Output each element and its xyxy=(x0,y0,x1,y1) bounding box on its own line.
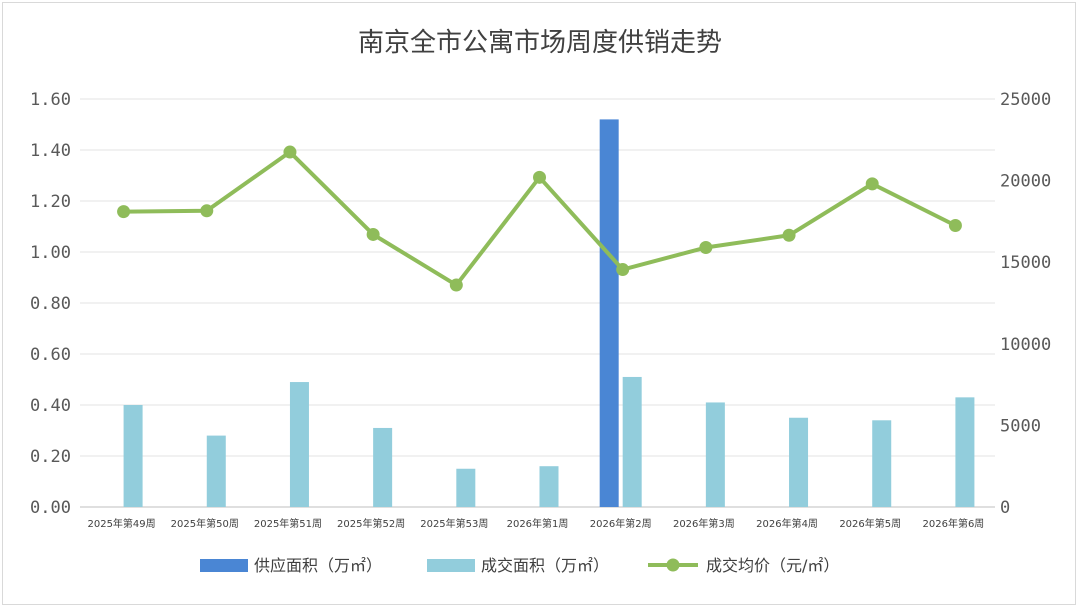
legend-label: 供应面积（万㎡） xyxy=(254,556,382,575)
y-left-tick-label: 0.40 xyxy=(30,396,71,416)
y-right-tick-label: 0 xyxy=(1000,498,1010,518)
x-tick-label: 2025年第52周 xyxy=(337,517,405,530)
y-left-tick-label: 0.80 xyxy=(30,294,71,314)
axes: 0.00 0.20 0.40 0.60 0.80 1.00 1.20 1.40 1.60 0 500… xyxy=(30,90,1051,530)
avg-price-point xyxy=(533,170,546,184)
deal-area-bar xyxy=(622,376,642,507)
x-tick-label: 2025年第50周 xyxy=(171,517,239,530)
y-right-tick-label: 20000 xyxy=(1000,172,1051,192)
legend-label: 成交面积（万㎡） xyxy=(481,556,609,575)
deal-area-bar xyxy=(206,435,226,507)
x-tick-label: 2025年第49周 xyxy=(87,517,155,530)
x-tick-label: 2025年第51周 xyxy=(254,517,322,530)
legend: 供应面积（万㎡） 成交面积（万㎡） 成交均价（元/㎡） xyxy=(200,556,839,575)
y-left-tick-label: 0.00 xyxy=(30,498,71,518)
deal-area-bar xyxy=(789,417,809,507)
x-tick-label: 2026年第5周 xyxy=(839,517,901,530)
avg-price-point xyxy=(117,205,131,219)
y-left-tick-label: 1.40 xyxy=(30,141,71,161)
avg-price-point xyxy=(865,177,879,191)
avg-price-point xyxy=(283,145,297,159)
supply-area-bar xyxy=(599,119,619,508)
avg-price-point xyxy=(200,204,214,218)
gridlines xyxy=(80,98,995,508)
y-left-tick-label: 1.60 xyxy=(30,90,71,110)
avg-price-point xyxy=(449,278,463,292)
chart-title: 南京全市公寓市场周度供销走势 xyxy=(357,28,722,58)
x-tick-label: 2025年第53周 xyxy=(420,517,488,530)
y-right-tick-label: 15000 xyxy=(1000,253,1051,273)
deal-area-bar xyxy=(539,466,559,507)
legend-swatch xyxy=(200,559,248,572)
y-right-tick-label: 10000 xyxy=(1000,335,1051,355)
deal-area-bar xyxy=(456,468,476,507)
x-tick-label: 2026年第6周 xyxy=(923,517,985,530)
avg-price-point xyxy=(616,263,630,277)
line-series xyxy=(117,145,962,292)
x-tick-label: 2026年第1周 xyxy=(507,517,569,530)
avg-price-point xyxy=(366,227,380,241)
y-right-tick-label: 5000 xyxy=(1000,416,1041,436)
y-left-tick-label: 0.20 xyxy=(30,447,71,467)
deal-area-bar xyxy=(705,402,725,507)
deal-area-bar xyxy=(123,405,143,507)
bar-series xyxy=(123,119,975,508)
y-right-tick-label: 25000 xyxy=(1000,90,1051,110)
legend-label: 成交均价（元/㎡） xyxy=(706,556,839,575)
deal-area-bar xyxy=(289,382,309,507)
x-tick-label: 2026年第4周 xyxy=(756,517,818,530)
deal-area-bar xyxy=(373,427,393,507)
avg-price-point xyxy=(782,228,796,242)
y-left-tick-label: 1.20 xyxy=(30,192,71,212)
y-left-tick-label: 0.60 xyxy=(30,345,71,365)
legend-swatch xyxy=(427,559,475,572)
y-left-tick-label: 1.00 xyxy=(30,243,71,263)
legend-marker xyxy=(666,558,680,572)
avg-price-point xyxy=(948,218,962,232)
deal-area-bar xyxy=(872,420,892,507)
avg-price-point xyxy=(699,241,713,255)
deal-area-bar xyxy=(955,397,975,507)
x-tick-label: 2026年第2周 xyxy=(590,517,652,530)
x-tick-label: 2026年第3周 xyxy=(673,517,735,530)
